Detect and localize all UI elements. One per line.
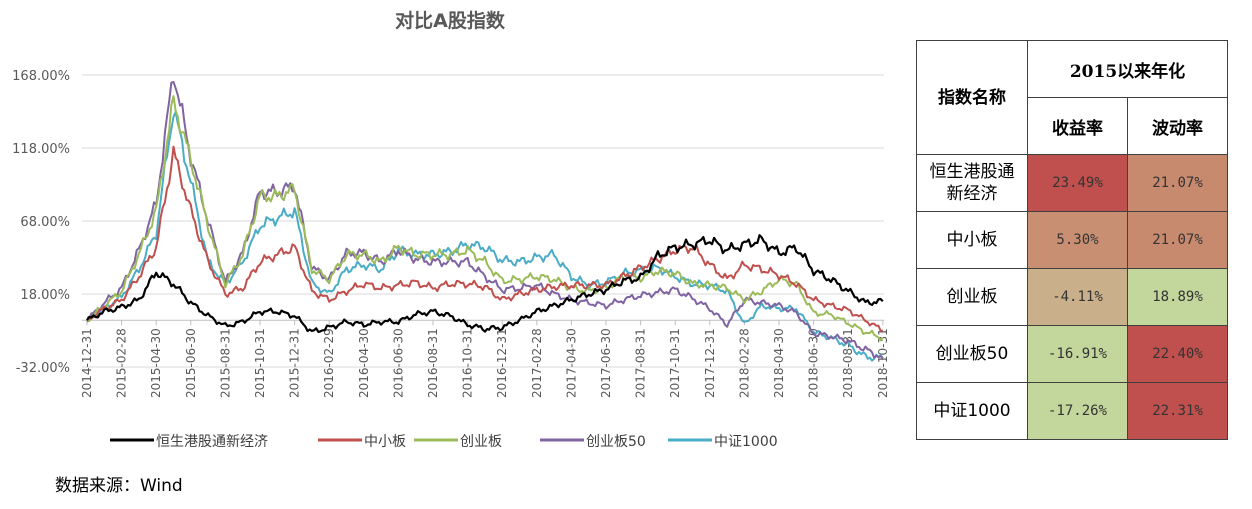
y-tick-label: 118.00% xyxy=(12,142,70,157)
x-tick-label: 2015-06-30 xyxy=(184,328,198,398)
return-cell: 5.30% xyxy=(1027,211,1128,269)
return-cell: -16.91% xyxy=(1027,325,1128,383)
index-name-cell: 创业板50 xyxy=(916,325,1028,383)
x-tick-label: 2017-02-28 xyxy=(530,328,544,398)
table-row: 恒生港股通 新经济 23.49% 21.07% xyxy=(916,154,1228,212)
x-tick-label: 2015-10-31 xyxy=(253,328,267,398)
annualized-stats-table: 指数名称 2015以来年化 收益率 波动率 恒生港股通 新经济 23.49% 21… xyxy=(916,40,1228,440)
x-tick-label: 2016-02-29 xyxy=(322,328,336,398)
legend-label: 中小板 xyxy=(364,434,406,450)
x-tick-label: 2017-06-30 xyxy=(599,328,613,398)
row-name-line1: 恒生港股通 xyxy=(929,162,1015,182)
table-row: 中证1000 -17.26% 22.31% xyxy=(916,382,1228,440)
x-tick-label: 2017-04-30 xyxy=(564,328,578,398)
series-line-2 xyxy=(86,95,884,342)
return-cell: 23.49% xyxy=(1027,154,1128,212)
row-name: 创业板 xyxy=(946,287,998,307)
y-tick-label: 68.00% xyxy=(20,215,70,230)
x-tick-label: 2016-04-30 xyxy=(357,328,371,398)
y-tick-label: 168.00% xyxy=(12,69,70,84)
index-name-cell: 恒生港股通 新经济 xyxy=(916,154,1028,212)
legend-label: 创业板50 xyxy=(586,434,646,450)
line-chart: 对比A股指数 168.00% 118.00% 68.00% 18.00% -32.00%… xyxy=(12,9,890,450)
index-name-cell: 中小板 xyxy=(916,211,1028,269)
series-line-1 xyxy=(86,145,883,332)
row-name: 中小板 xyxy=(946,230,998,250)
x-tick-label: 2016-06-30 xyxy=(391,328,405,398)
row-name: 中证1000 xyxy=(933,401,1011,421)
table-row: 创业板50 -16.91% 22.40% xyxy=(916,325,1228,383)
legend-label: 创业板 xyxy=(460,434,502,450)
return-cell: -17.26% xyxy=(1027,382,1128,440)
volatility-cell: 22.31% xyxy=(1127,382,1228,440)
return-cell: -4.11% xyxy=(1027,268,1128,326)
row-name: 创业板50 xyxy=(935,344,1009,364)
x-tick-label: 2016-10-31 xyxy=(461,328,475,398)
x-tick-label: 2015-08-31 xyxy=(218,328,232,398)
chart-title: 对比A股指数 xyxy=(395,9,506,32)
x-tick-label: 2016-08-31 xyxy=(426,328,440,398)
x-tick-label: 2014-12-31 xyxy=(80,328,94,398)
x-tick-label: 2018-06-30 xyxy=(807,328,821,398)
y-tick-label: 18.00% xyxy=(20,288,70,303)
header-index-name: 指数名称 xyxy=(916,40,1028,155)
series-line-0 xyxy=(86,234,884,333)
table-row: 中小板 5.30% 21.07% xyxy=(916,211,1228,269)
series-line-4 xyxy=(86,110,884,362)
index-name-cell: 中证1000 xyxy=(916,382,1028,440)
index-name-cell: 创业板 xyxy=(916,268,1028,326)
y-tick-label: -32.00% xyxy=(16,361,70,376)
x-tick-label: 2017-12-31 xyxy=(703,328,717,398)
header-return: 收益率 xyxy=(1027,97,1128,155)
x-tick-label: 2015-04-30 xyxy=(149,328,163,398)
x-tick-label: 2015-02-28 xyxy=(115,328,129,398)
x-tick-label: 2015-12-31 xyxy=(288,328,302,398)
x-tick-label: 2018-04-30 xyxy=(772,328,786,398)
data-source-note: 数据来源：Wind xyxy=(55,476,183,496)
x-tick-label: 2018-10-31 xyxy=(876,328,890,398)
x-tick-label: 2017-08-31 xyxy=(634,328,648,398)
volatility-cell: 18.89% xyxy=(1127,268,1228,326)
x-tick-label: 2016-12-31 xyxy=(495,328,509,398)
volatility-cell: 21.07% xyxy=(1127,211,1228,269)
legend-label: 恒生港股通新经济 xyxy=(156,434,268,450)
volatility-cell: 22.40% xyxy=(1127,325,1228,383)
x-tick-label: 2018-02-28 xyxy=(737,328,751,398)
header-annualized-since-2015: 2015以来年化 xyxy=(1027,40,1228,98)
row-name-line2: 新经济 xyxy=(946,184,998,204)
volatility-cell: 21.07% xyxy=(1127,154,1228,212)
x-tick-label: 2017-10-31 xyxy=(668,328,682,398)
header-volatility: 波动率 xyxy=(1127,97,1228,155)
legend-label: 中证1000 xyxy=(714,434,778,450)
table-row: 创业板 -4.11% 18.89% xyxy=(916,268,1228,326)
